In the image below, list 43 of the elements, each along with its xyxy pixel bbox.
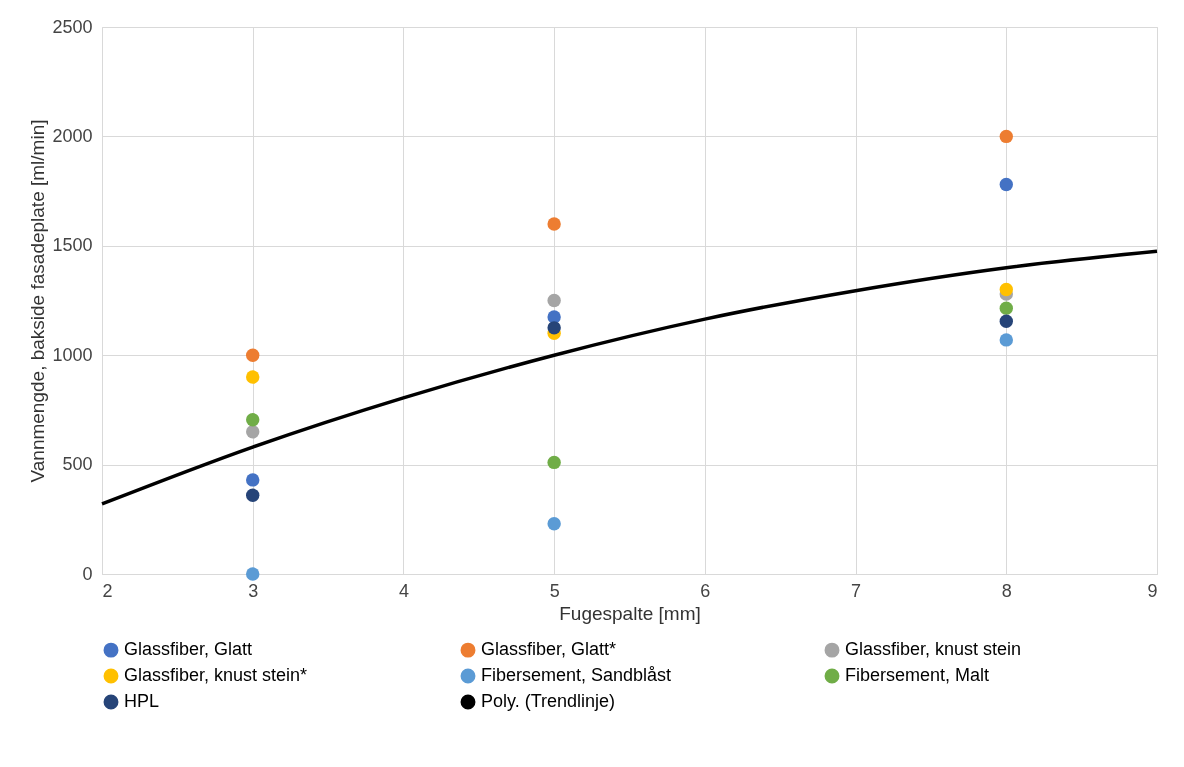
point [246, 425, 260, 439]
point [547, 455, 561, 470]
y-tick-label: 2000 [52, 125, 93, 146]
point [246, 413, 260, 427]
y-tick-label: 1000 [52, 344, 93, 365]
legend-label: Glassfiber, Glatt [124, 639, 253, 660]
point [999, 301, 1013, 315]
y-tick-label: 0 [82, 563, 93, 584]
legend-label: Glassfiber, knust stein [845, 639, 1022, 660]
x-tick-label: 2 [102, 580, 113, 601]
point [547, 293, 561, 308]
x-tick-label: 6 [700, 580, 711, 601]
point [547, 321, 561, 335]
x-tick-label: 7 [851, 580, 862, 601]
x-tick-label: 5 [549, 580, 560, 601]
point [246, 488, 260, 502]
y-tick-label: 2500 [52, 16, 93, 37]
y-axis-title: Vannmengde, bakside fasadeplate [ml/min] [27, 119, 49, 483]
line-series [100, 249, 1159, 506]
legend-label: Fibersement, Malt [845, 665, 990, 685]
point [246, 473, 260, 487]
point [547, 516, 561, 531]
x-tick-label: 9 [1147, 580, 1158, 601]
point [999, 282, 1013, 297]
y-tick-label: 1500 [52, 235, 93, 256]
point [999, 333, 1013, 347]
legend-label: Glassfiber, Glatt* [481, 639, 617, 660]
point [246, 348, 260, 362]
y-tick-label: 500 [62, 454, 93, 475]
x-tick-label: 4 [398, 580, 409, 601]
point [999, 314, 1013, 328]
point [547, 217, 561, 231]
x-axis-title: Fugespalte [mm] [559, 602, 701, 624]
point [246, 370, 260, 384]
x-tick-label: 3 [248, 580, 259, 601]
point [999, 177, 1013, 192]
x-tick-label: 8 [1001, 580, 1012, 601]
legend-label: Glassfiber, knust stein* [124, 665, 308, 685]
legend-label: HPL [124, 691, 160, 711]
legend-label: Poly. (Trendlinje) [481, 691, 616, 711]
legend-label: Fibersement, Sandblåst [481, 665, 672, 685]
point [246, 567, 260, 581]
point [999, 129, 1013, 144]
